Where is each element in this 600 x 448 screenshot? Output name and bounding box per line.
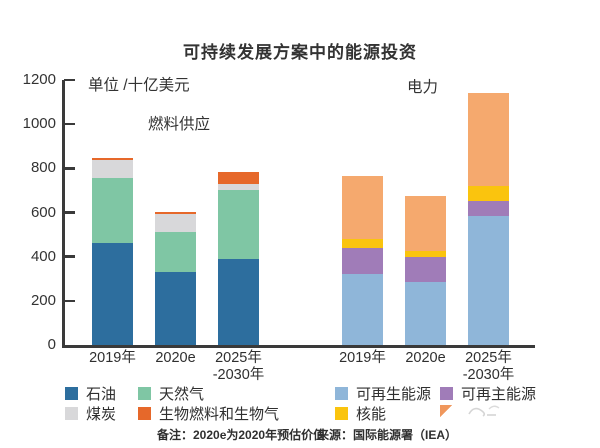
legend-item: 生物燃料和生物气 [138, 403, 279, 424]
legend-swatch-icon [440, 404, 453, 418]
chart-title: 可持续发展方案中的能源投资 [183, 43, 417, 62]
legend-label: 可再主能源 [461, 386, 537, 403]
bar-segment [468, 215, 509, 345]
legend-swatch-icon [138, 387, 151, 400]
x-axis-label: 2025年 -2030年 [462, 350, 515, 383]
y-axis-tick [64, 167, 75, 170]
x-axis-label: 2019年 [89, 350, 136, 366]
bar-segment [218, 171, 259, 184]
legend-label: 石油 [86, 386, 117, 403]
legend-label: 生物燃料和生物气 [159, 406, 280, 423]
note-source-left: 备注：2020e为2020年预估价值 [157, 428, 326, 442]
note-source-right: 来源：国际能源署（IEA） [317, 428, 458, 442]
bar-segment [405, 256, 446, 283]
bar-segment [405, 251, 446, 257]
y-axis-label: 400 [30, 247, 56, 265]
y-axis-label: 1000 [22, 115, 56, 133]
y-axis-label: 200 [30, 291, 56, 309]
y-axis-tick [64, 211, 75, 214]
bar-segment [405, 195, 446, 252]
bar-segment [342, 247, 383, 275]
plot-area [62, 78, 536, 348]
x-axis-label: 2019年 [339, 350, 386, 366]
legend-label: 可再生能源 [356, 386, 432, 403]
bar-segment [155, 272, 196, 345]
legend-label: 煤炭 [86, 406, 117, 423]
bar-segment [468, 93, 509, 186]
y-axis-label: 1200 [22, 71, 56, 88]
illegible-text-marks [468, 405, 500, 417]
y-axis-tick [64, 122, 75, 126]
bar-segment [155, 213, 196, 233]
bar-segment [92, 243, 133, 345]
y-axis-label: 800 [30, 159, 56, 177]
legend-swatch-icon [65, 387, 78, 400]
y-axis-label: 0 [47, 336, 56, 353]
bar-segment [155, 211, 196, 214]
legend-swatch-icon [138, 407, 151, 420]
y-axis-line [62, 80, 65, 347]
stacked-bar [468, 80, 509, 345]
y-axis-tick [64, 78, 75, 82]
legend-label: 核能 [356, 406, 387, 423]
bar-segment [468, 201, 509, 216]
bar-segment [342, 239, 383, 248]
unit-label: 单位 /十亿美元 [88, 77, 190, 94]
legend-item: 核能 [335, 403, 386, 424]
y-axis-label: 600 [30, 203, 56, 221]
stacked-bar [155, 80, 196, 345]
bar-segment [468, 186, 509, 202]
fuel-group-label: 燃料供应 [148, 116, 211, 133]
bar-segment [92, 159, 133, 179]
bar-segment [155, 232, 196, 273]
bar-segment [92, 157, 133, 160]
bar-segment [405, 282, 446, 345]
bar-segment [218, 183, 259, 191]
legend-swatch-icon [335, 407, 348, 420]
x-axis-label: 2025年 -2030年 [212, 350, 265, 383]
legend-item: 天然气 [138, 383, 204, 404]
y-axis-tick [64, 299, 75, 303]
legend-item-partial [440, 403, 511, 419]
legend-swatch-icon [65, 407, 78, 420]
stacked-bar [92, 80, 133, 345]
stacked-bar [342, 80, 383, 345]
bar-segment [218, 190, 259, 259]
legend-item: 石油 [65, 383, 116, 404]
bar-segment [342, 274, 383, 345]
bar-segment [342, 176, 383, 239]
legend-label: 天然气 [159, 386, 205, 403]
x-axis-line [62, 344, 535, 348]
legend-item: 可再生能源 [335, 383, 431, 404]
stacked-bar [405, 80, 446, 345]
bar-segment [218, 258, 259, 345]
legend-swatch-icon [440, 387, 453, 400]
x-axis-label: 2020e [155, 350, 196, 366]
legend-item: 煤炭 [65, 403, 116, 424]
power-group-label: 电力 [407, 79, 439, 96]
y-axis-tick [64, 255, 75, 258]
bar-segment [92, 178, 133, 244]
x-axis-label: 2020e [405, 350, 446, 366]
stacked-bar [218, 80, 259, 345]
legend-swatch-icon [335, 387, 348, 400]
legend-item: 可再主能源 [440, 383, 536, 404]
